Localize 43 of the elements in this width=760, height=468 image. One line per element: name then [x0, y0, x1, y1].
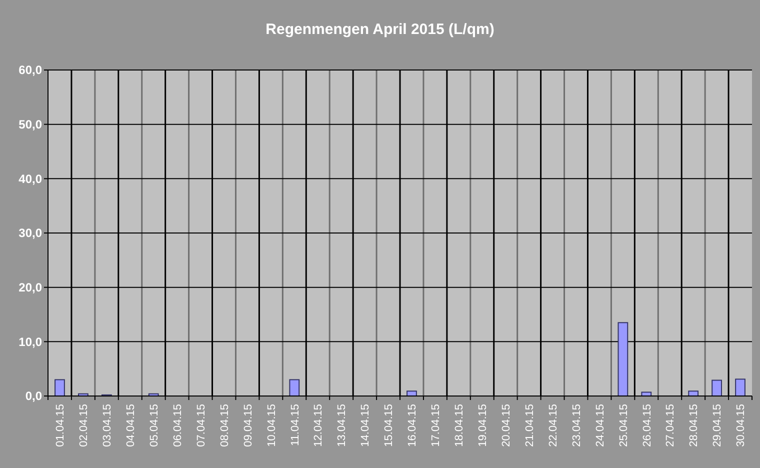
x-tick-label: 09.04.15: [242, 404, 254, 447]
x-tick-label: 25.04.15: [618, 404, 630, 447]
x-tick-label: 19.04.15: [476, 404, 489, 447]
bar: [289, 379, 300, 396]
y-tick-label: 60,0: [18, 63, 42, 78]
x-tick-label: 27.04.15: [664, 404, 677, 447]
x-tick-label: 11.04.15: [289, 404, 302, 446]
bar: [618, 322, 628, 396]
x-tick-label: 14.04.15: [360, 404, 372, 447]
x-tick-label: 08.04.15: [218, 404, 231, 447]
x-tick-label: 05.04.15: [148, 404, 160, 447]
x-tick-label: 17.04.15: [430, 404, 442, 447]
x-tick-label: 16.04.15: [406, 404, 419, 447]
x-tick-label: 01.04.15: [54, 404, 67, 447]
y-tick-label: 20,0: [18, 280, 42, 295]
bar: [735, 378, 746, 396]
bar: [712, 380, 722, 396]
bar: [54, 379, 65, 396]
x-tick-label: 29.04.15: [712, 404, 724, 447]
x-tick-label: 24.04.15: [594, 404, 606, 447]
x-tick-label: 21.04.15: [524, 404, 536, 447]
chart-title: Regenmengen April 2015 (L/qm): [266, 21, 494, 38]
x-tick-label: 20.04.15: [500, 404, 512, 447]
x-tick-label: 23.04.15: [570, 404, 583, 447]
x-tick-label: 26.04.15: [641, 404, 654, 447]
x-tick-label: 02.04.15: [78, 404, 90, 447]
y-tick-label: 0,0: [25, 389, 42, 404]
x-tick-label: 10.04.15: [266, 404, 278, 447]
y-tick-label: 30,0: [18, 226, 42, 240]
x-tick-label: 04.04.15: [124, 404, 137, 447]
x-tick-label: 15.04.15: [383, 404, 396, 447]
x-tick-label: 18.04.15: [454, 404, 466, 447]
x-tick-label: 06.04.15: [172, 404, 184, 447]
x-tick-label: 30.04.15: [735, 404, 748, 447]
x-tick-label: 12.04.15: [312, 404, 325, 447]
x-tick-label: 03.04.15: [102, 404, 114, 447]
y-tick-label: 50,0: [18, 118, 42, 132]
y-tick-label: 40,0: [18, 172, 42, 186]
x-tick-label: 13.04.15: [336, 404, 348, 447]
x-tick-label: 28.04.15: [688, 404, 700, 447]
x-tick-label: 07.04.15: [195, 404, 208, 447]
y-tick-label: 10,0: [18, 334, 42, 349]
x-tick-label: 22.04.15: [547, 404, 560, 447]
